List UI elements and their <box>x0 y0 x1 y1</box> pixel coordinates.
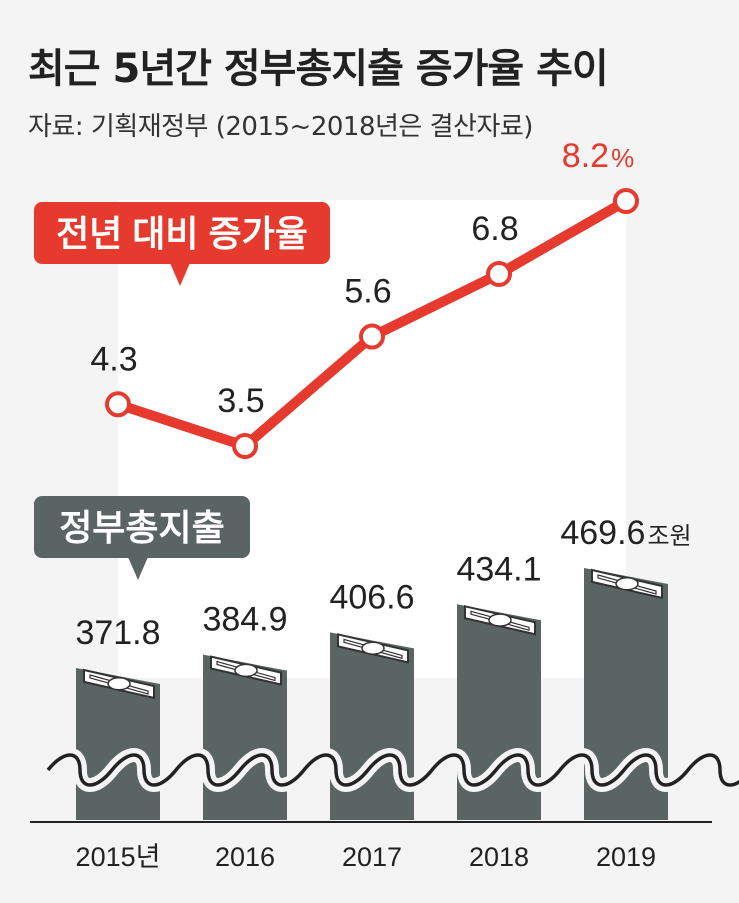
x-tick-label-4: 2019 <box>596 842 656 872</box>
line-value-label-1: 3.5 <box>217 382 264 420</box>
x-tick-label-1: 2016 <box>215 842 275 872</box>
line-unit-label: % <box>611 143 634 173</box>
line-series-label-text: 전년 대비 증가율 <box>56 213 308 254</box>
x-tick-label-0: 2015년 <box>76 842 161 872</box>
line-point-3 <box>486 260 512 287</box>
line-value-label-3: 6.8 <box>471 210 518 248</box>
money-stack-icon <box>83 668 155 700</box>
axis-break-group <box>42 748 739 792</box>
line-series-label: 전년 대비 증가율 <box>34 202 330 286</box>
background-panels <box>118 200 626 678</box>
chart-panel <box>118 200 626 678</box>
bar-value-label-3: 434.1 <box>456 550 541 588</box>
bar-unit-label: 조원 <box>647 523 691 550</box>
bar-series-label: 정부총지출 <box>34 496 250 580</box>
x-tick-label-2: 2017 <box>342 842 402 872</box>
money-stack-icon <box>464 605 536 636</box>
line-point-1 <box>232 433 258 459</box>
line-value-label-2: 5.6 <box>344 273 391 311</box>
x-axis: 2015년 2016 2017 2018 2019 <box>30 821 712 872</box>
line-point-4 <box>613 188 639 214</box>
x-tick-label-3: 2018 <box>469 842 529 872</box>
line-series: 4.3 3.5 5.6 6.8 8.2% <box>90 137 639 459</box>
line-value-label-4: 8.2% <box>562 137 634 175</box>
bar-value-label-4: 469.6조원 <box>560 514 691 552</box>
bar-value-label-1: 384.9 <box>202 601 287 639</box>
line-point-2 <box>359 323 385 350</box>
line-point-0 <box>105 391 131 418</box>
bar-value-label-2: 406.6 <box>329 578 414 616</box>
money-stack-icon <box>591 568 663 600</box>
bar-2 <box>330 632 414 820</box>
bar-series-label-text: 정부총지출 <box>59 507 225 548</box>
source-note: 자료: 기획재정부 (2015~2018년은 결산자료) <box>28 112 533 142</box>
money-stack-icon <box>337 633 409 664</box>
axis-break-wave <box>46 753 739 787</box>
money-stack-icon <box>210 655 282 686</box>
bar-3 <box>457 604 541 820</box>
line-value-label-0: 4.3 <box>90 340 137 378</box>
page-title: 최근 5년간 정부총지출 증가율 추이 <box>28 46 609 92</box>
bar-value-label-0: 371.8 <box>75 614 160 652</box>
